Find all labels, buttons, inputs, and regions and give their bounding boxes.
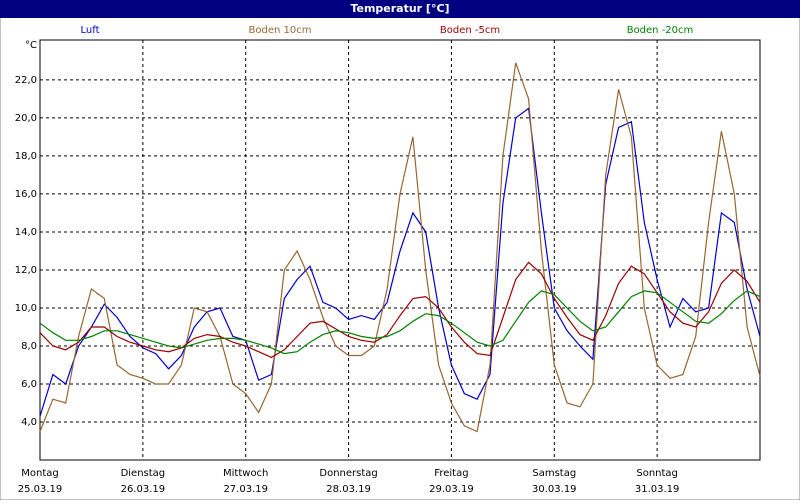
x-tick-label: Dienstag bbox=[121, 468, 166, 479]
y-axis-label: °C bbox=[25, 40, 37, 51]
y-tick-label: 8,0 bbox=[21, 341, 37, 352]
y-tick-label: 4,0 bbox=[21, 417, 37, 428]
x-tick-date: 27.03.19 bbox=[223, 484, 268, 495]
y-tick-label: 6,0 bbox=[21, 379, 37, 390]
x-tick-label: Montag bbox=[21, 468, 58, 479]
x-tick-date: 30.03.19 bbox=[532, 484, 577, 495]
y-tick-label: 10,0 bbox=[15, 303, 37, 314]
x-tick-label: Freitag bbox=[434, 468, 468, 479]
legend-entry: Boden 10cm bbox=[249, 25, 312, 36]
legend-entry: Boden -20cm bbox=[627, 25, 694, 36]
y-tick-label: 20,0 bbox=[15, 113, 37, 124]
y-tick-label: 14,0 bbox=[15, 227, 37, 238]
title-bar bbox=[0, 0, 800, 18]
chart-title: Temperatur [°C] bbox=[350, 2, 449, 15]
y-tick-label: 16,0 bbox=[15, 189, 37, 200]
x-tick-date: 28.03.19 bbox=[326, 484, 371, 495]
x-tick-label: Donnerstag bbox=[319, 468, 377, 479]
x-tick-date: 29.03.19 bbox=[429, 484, 474, 495]
series-line bbox=[39, 107, 761, 417]
legend-entry: Luft bbox=[81, 25, 100, 36]
series-line bbox=[39, 62, 761, 433]
y-tick-label: 18,0 bbox=[15, 151, 37, 162]
x-tick-label: Mittwoch bbox=[223, 468, 268, 479]
plot-frame bbox=[39, 39, 761, 461]
x-tick-label: Sonntag bbox=[636, 468, 678, 479]
series-line bbox=[39, 290, 761, 355]
y-tick-label: 12,0 bbox=[15, 265, 37, 276]
y-tick-label: 22,0 bbox=[15, 75, 37, 86]
series-line bbox=[39, 261, 761, 359]
x-tick-label: Samstag bbox=[532, 468, 576, 479]
x-tick-date: 26.03.19 bbox=[121, 484, 166, 495]
legend-entry: Boden -5cm bbox=[440, 25, 500, 36]
x-tick-date: 31.03.19 bbox=[635, 484, 680, 495]
x-tick-date: 25.03.19 bbox=[18, 484, 63, 495]
